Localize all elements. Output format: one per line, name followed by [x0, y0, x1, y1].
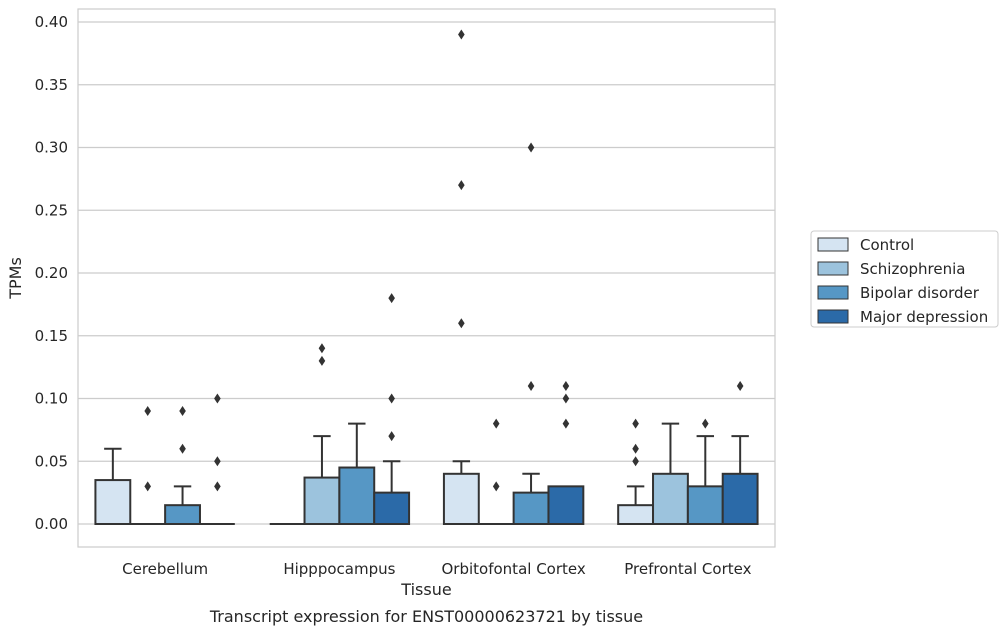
legend-swatch [817, 261, 849, 276]
box [547, 485, 585, 526]
outlier-point [179, 406, 186, 417]
outlier-point [632, 456, 639, 467]
box [373, 491, 411, 525]
box-group [94, 447, 132, 526]
y-tick-labels: 0.00 0.05 0.10 0.15 0.20 0.25 0.30 0.35 0.40 [35, 13, 68, 533]
legend-swatch [817, 285, 849, 300]
box [512, 491, 550, 525]
y-tick-label: 0.20 [35, 264, 68, 282]
outlier-point [562, 393, 570, 404]
legend-label: Major depression [860, 308, 988, 326]
y-axis-label: TPMs [6, 257, 25, 300]
outlier-point [144, 481, 151, 492]
outlier-point [492, 481, 500, 492]
legend-frame [810, 230, 999, 328]
chart-caption: Transcript expression for ENST0000062372… [209, 607, 643, 626]
legend-swatch [817, 309, 849, 324]
outlier-point [458, 180, 465, 191]
outlier-point [632, 418, 639, 429]
x-tick-label: Cerebellum [122, 560, 208, 578]
outlier-point [562, 418, 570, 429]
box [164, 504, 201, 525]
y-tick-label: 0.15 [35, 327, 68, 345]
x-tick-labels: Cerebellum Hipppocampus Orbitofontal Corte… [122, 560, 751, 578]
outlier-point [179, 443, 186, 454]
box-group [199, 393, 235, 525]
outlier-point [458, 29, 465, 40]
outlier-point [736, 380, 744, 391]
legend-swatch [817, 237, 849, 252]
box-group [130, 406, 166, 525]
y-tick-label: 0.05 [35, 452, 68, 470]
outlier-point [214, 481, 221, 492]
y-tick-label: 0.35 [35, 76, 68, 94]
box-group [164, 406, 201, 525]
y-tick-label: 0.00 [35, 515, 68, 533]
outlier-point [214, 393, 221, 404]
box-group [338, 422, 376, 525]
outlier-point [527, 142, 535, 153]
y-tick-label: 0.40 [35, 13, 68, 31]
outlier-point [458, 318, 465, 329]
box-group [478, 418, 514, 525]
box [617, 504, 655, 525]
box-group [373, 293, 411, 525]
box [442, 472, 480, 525]
outlier-point [318, 355, 326, 366]
outlier-point [388, 393, 395, 404]
outlier-point [214, 456, 221, 467]
outlier-point [388, 431, 395, 442]
box-group [617, 418, 655, 525]
box-group [442, 29, 480, 525]
box [94, 479, 132, 526]
outlier-point [702, 418, 709, 429]
box-group [303, 343, 341, 526]
x-axis-label: Tissue [400, 580, 451, 599]
box-group [547, 380, 585, 526]
y-tick-label: 0.10 [35, 390, 68, 408]
legend-label: Schizophrenia [860, 260, 965, 278]
y-tick-label: 0.25 [35, 201, 68, 219]
legend-label: Bipolar disorder [860, 284, 980, 302]
x-tick-label: Hipppocampus [283, 560, 395, 578]
y-tick-label: 0.30 [35, 139, 68, 157]
outlier-point [318, 343, 326, 354]
box-group [721, 380, 759, 525]
outlier-point [144, 406, 151, 417]
box-group [512, 142, 550, 525]
plot-area [77, 8, 776, 548]
outlier-point [562, 380, 570, 391]
box [652, 472, 689, 525]
outlier-point [388, 293, 395, 304]
box [686, 485, 724, 526]
box [303, 476, 341, 526]
box-group [652, 422, 689, 525]
box [338, 466, 376, 525]
legend: Control Schizophrenia Bipolar disorder Majo… [810, 230, 999, 328]
box-series [94, 29, 759, 526]
box-group [686, 418, 724, 526]
outlier-point [492, 418, 500, 429]
x-tick-label: Orbitofontal Cortex [442, 560, 586, 578]
x-tick-label: Prefrontal Cortex [624, 560, 751, 578]
outlier-point [527, 380, 535, 391]
legend-label: Control [860, 236, 914, 254]
outlier-point [632, 443, 639, 454]
box [721, 472, 759, 525]
